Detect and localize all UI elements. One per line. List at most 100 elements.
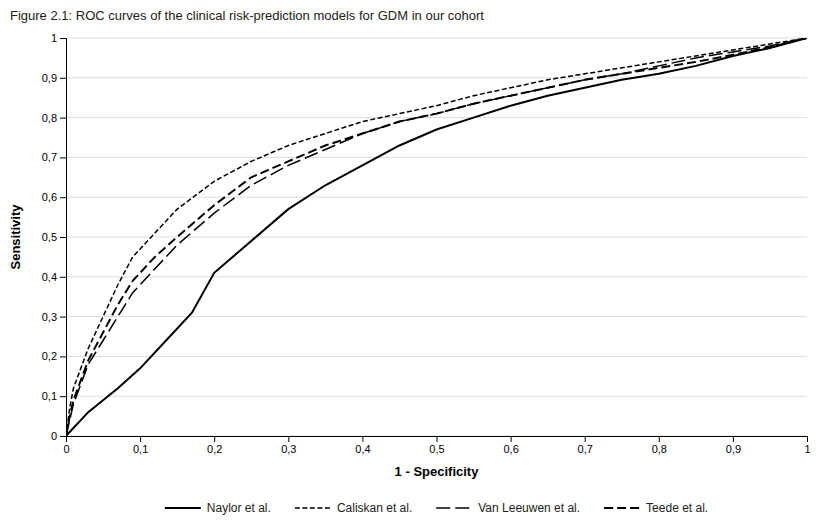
tick: 0,5 [429, 436, 444, 455]
tick-mark [288, 436, 289, 442]
tick-mark [659, 436, 660, 442]
legend-item: Teede et al. [604, 501, 708, 515]
tick-mark [60, 436, 66, 437]
tick-label: 0,8 [42, 112, 57, 124]
tick-label: 0,9 [726, 443, 741, 455]
tick-label: 0,9 [42, 72, 57, 84]
tick: 0,1 [42, 390, 66, 402]
tick-label: 0,1 [133, 443, 148, 455]
grid-line [66, 396, 807, 397]
tick: 0,7 [578, 436, 593, 455]
tick-label: 0,8 [652, 443, 667, 455]
tick-mark [60, 277, 66, 278]
tick-mark [60, 118, 66, 119]
tick: 0,7 [42, 151, 66, 163]
tick-label: 0,6 [42, 191, 57, 203]
tick-label: 0,3 [42, 311, 57, 323]
tick: 0 [51, 430, 66, 442]
tick: 0,8 [42, 112, 66, 124]
tick: 0,4 [355, 436, 370, 455]
grid-line [66, 38, 807, 39]
tick: 0,9 [42, 72, 66, 84]
legend-label: Caliskan et al. [337, 501, 412, 515]
tick: 0,2 [207, 436, 222, 455]
tick-label: 0,3 [281, 443, 296, 455]
title: Figure 2.1: ROC curves of the clinical r… [10, 8, 484, 23]
tick-mark [60, 78, 66, 79]
tick: 0,5 [42, 231, 66, 243]
tick: 0,2 [42, 350, 66, 362]
tick-mark [60, 237, 66, 238]
lines [66, 38, 807, 436]
series-line [66, 38, 807, 436]
tick: 0,3 [42, 311, 66, 323]
legend-swatch [165, 507, 201, 509]
tick-label: 0,1 [42, 390, 57, 402]
tick: 0,4 [42, 271, 66, 283]
tick-label: 0,7 [42, 151, 57, 163]
tick: 0 [63, 436, 69, 455]
tick-label: 0,6 [503, 443, 518, 455]
series-line [66, 38, 807, 436]
grid-line [66, 117, 807, 118]
tick-mark [140, 436, 141, 442]
tick-label: 0,5 [429, 443, 444, 455]
tick-label: 0 [51, 430, 57, 442]
legend-label: Teede et al. [646, 501, 708, 515]
tick: 0,3 [281, 436, 296, 455]
tick-label: 0,7 [578, 443, 593, 455]
tick-mark [60, 356, 66, 357]
y-axis-title: Sensitivity [8, 204, 23, 270]
tick: 0,6 [42, 191, 66, 203]
legend-label: Naylor et al. [207, 501, 271, 515]
tick-mark [214, 436, 215, 442]
tick-label: 0,4 [42, 271, 57, 283]
x-axis: 0 0,1 0,2 0,3 0,4 0,5 0,6 0,7 0,8 0,9 1 [63, 436, 810, 455]
tick: 0,1 [133, 436, 148, 455]
tick-mark [60, 38, 66, 39]
tick-mark [60, 157, 66, 158]
tick-mark [807, 436, 808, 442]
tick-mark [585, 436, 586, 442]
legend-swatch [436, 507, 472, 509]
tick: 1 [51, 32, 66, 44]
tick-label: 0,2 [207, 443, 222, 455]
tick-label: 0,2 [42, 350, 57, 362]
grid-line [66, 237, 807, 238]
legend-item: Van Leeuwen et al. [436, 501, 580, 515]
legend-item: Naylor et al. [165, 501, 271, 515]
grid [66, 38, 807, 436]
grid-line [66, 77, 807, 78]
legend-swatch [604, 507, 640, 509]
legend-label: Van Leeuwen et al. [478, 501, 580, 515]
x-axis-title: 1 - Specificity [395, 464, 480, 479]
grid-line [66, 316, 807, 317]
tick-label: 1 [804, 443, 810, 455]
grid-line [66, 276, 807, 277]
axis-line [67, 437, 808, 443]
tick: 0,9 [726, 436, 741, 455]
tick-label: 0 [63, 443, 69, 455]
plot: 00,10,20,30,40,50,60,70,80,9100,10,20,30… [8, 32, 811, 479]
axis-line [60, 39, 67, 437]
grid-line [66, 356, 807, 357]
tick-mark [362, 436, 363, 442]
tick: 0,6 [503, 436, 518, 455]
series-line [66, 38, 807, 436]
tick-mark [60, 197, 66, 198]
tick-mark [60, 317, 66, 318]
tick-mark [60, 396, 66, 397]
legend-swatch [295, 507, 331, 509]
legend-item: Caliskan et al. [295, 501, 412, 515]
tick-label: 0,5 [42, 231, 57, 243]
tick-label: 0,4 [355, 443, 370, 455]
series-line [66, 38, 807, 436]
tick-label: 1 [51, 32, 57, 44]
tick: 1 [804, 436, 810, 455]
chart: Figure 2.1: ROC curves of the clinical r… [0, 0, 833, 532]
y-axis: 0 0,1 0,2 0,3 0,4 0,5 0,6 0,7 0,8 0,9 1 [42, 32, 67, 442]
tick-mark [733, 436, 734, 442]
tick: 0,8 [652, 436, 667, 455]
grid-line [66, 157, 807, 158]
grid-line [66, 197, 807, 198]
